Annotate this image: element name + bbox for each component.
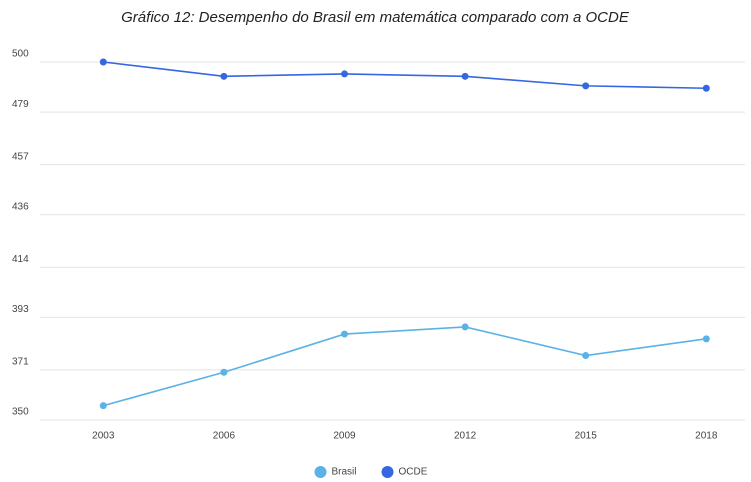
series-line: [103, 61, 707, 90]
x-tick-label: 2015: [575, 431, 598, 442]
data-point: [582, 82, 590, 90]
x-tick-label: 2009: [333, 431, 356, 442]
y-tick-label: 436: [12, 201, 29, 212]
series-line: [103, 326, 707, 407]
x-tick-label: 2012: [454, 431, 477, 442]
chart-title: Gráfico 12: Desempenho do Brasil em mate…: [121, 9, 630, 26]
y-tick-label: 479: [12, 99, 29, 110]
x-tick-label: 2006: [213, 431, 236, 442]
data-point: [461, 72, 469, 80]
data-point: [341, 70, 348, 78]
y-tick-label: 350: [12, 407, 29, 418]
data-point: [461, 323, 469, 331]
x-tick-label: 2003: [92, 431, 115, 442]
data-point: [582, 352, 590, 360]
legend-swatch: [381, 466, 394, 478]
y-tick-label: 457: [12, 151, 29, 162]
y-tick-label: 371: [12, 357, 29, 368]
y-tick-label: 393: [12, 304, 29, 315]
legend-swatch: [314, 466, 327, 478]
legend-label: OCDE: [399, 467, 428, 478]
data-point: [220, 368, 228, 376]
x-tick-label: 2018: [695, 431, 718, 442]
legend-label: Brasil: [332, 467, 357, 478]
y-tick-label: 414: [12, 254, 29, 265]
data-point: [220, 72, 228, 80]
data-point: [99, 58, 107, 66]
y-tick-label: 500: [12, 49, 29, 60]
data-point: [99, 402, 107, 410]
data-point: [702, 84, 710, 92]
data-point: [702, 335, 710, 343]
data-point: [341, 330, 348, 338]
